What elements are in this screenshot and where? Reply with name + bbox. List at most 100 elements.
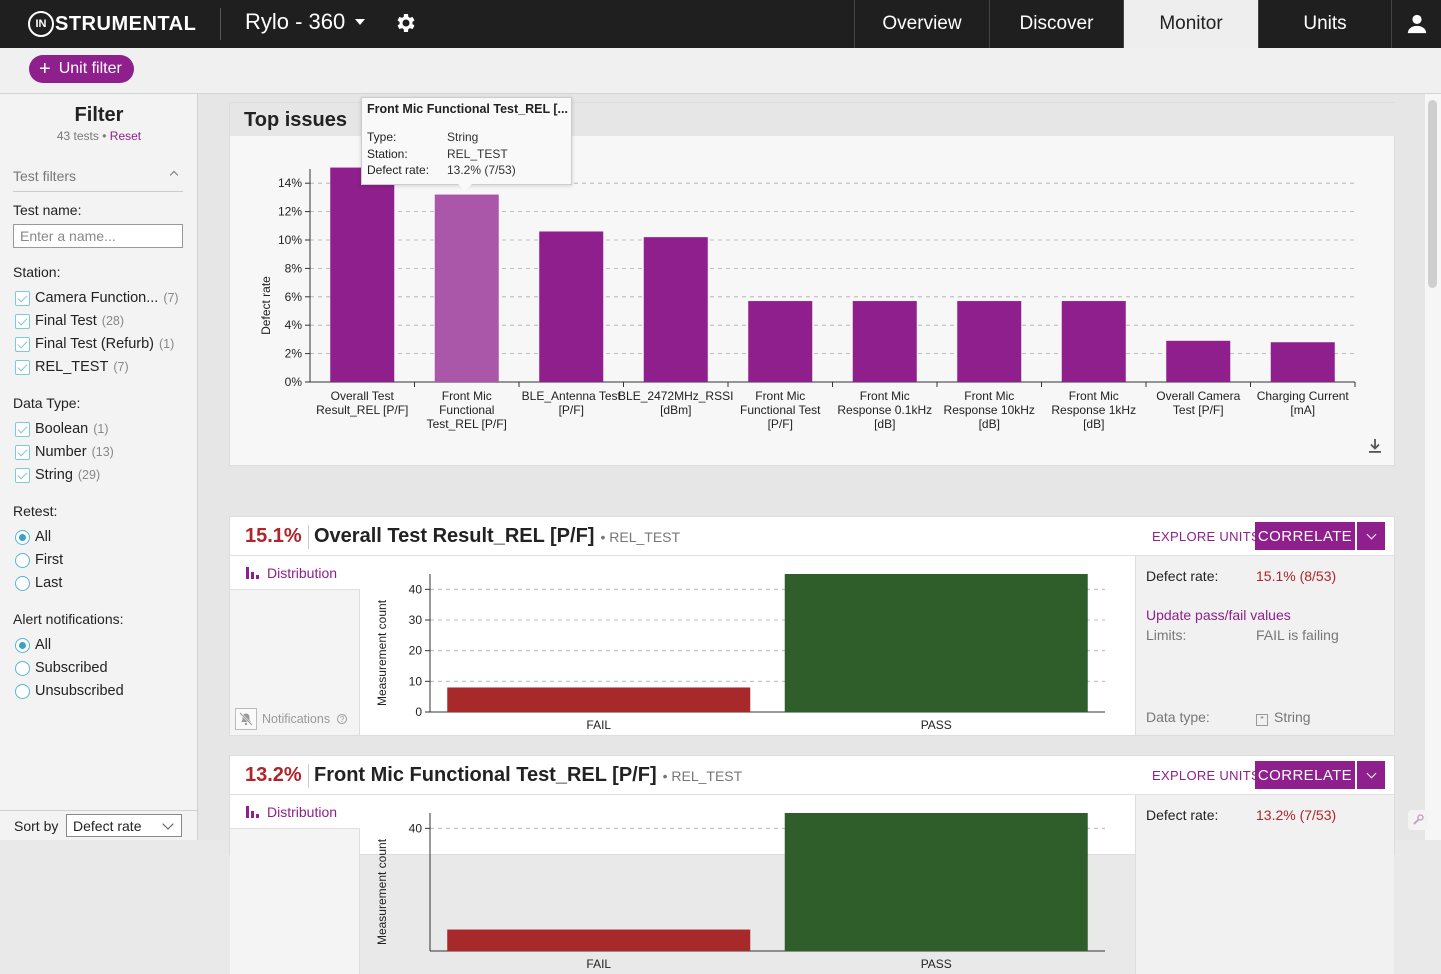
update-pass-fail-link[interactable]: Update pass/fail values — [1146, 607, 1291, 623]
data-type-option[interactable]: String (29) — [15, 467, 100, 483]
tooltip-key: Defect rate: — [367, 163, 430, 177]
y-tick-label: 20 — [409, 644, 423, 658]
issue-defect-rate: 13.2% — [245, 764, 302, 786]
radio-icon[interactable] — [15, 660, 30, 676]
distribution-chart: 0 10 20 30 40 Measurement count FAIL PASS — [375, 574, 1105, 732]
tests-count: 43 tests • Reset — [0, 129, 198, 143]
x-tick-label: [dB] — [874, 417, 895, 431]
distribution-tab[interactable]: Distribution — [230, 795, 360, 829]
x-tick-label: Overall Test — [331, 389, 395, 403]
issue-card: 15.1% Overall Test Result_REL [P/F] • REL… — [229, 516, 1395, 736]
radio-icon[interactable] — [15, 683, 30, 699]
test-filters-toggle[interactable]: Test filters — [13, 168, 183, 192]
tooltip-arrow — [458, 184, 472, 191]
option-label: First — [35, 552, 64, 568]
x-tick-label: [dBm] — [660, 403, 691, 417]
limits-value: FAIL is failing — [1256, 627, 1339, 643]
alerts-option-all[interactable]: All — [15, 637, 51, 653]
bar — [330, 167, 395, 382]
radio-selected-icon[interactable] — [15, 529, 30, 545]
issue-title[interactable]: Overall Test Result_REL [P/F] • REL_TEST — [314, 525, 680, 548]
retest-option-first[interactable]: First — [15, 552, 63, 568]
tab-overview[interactable]: Overview — [854, 0, 989, 48]
checkbox-checked-icon[interactable] — [15, 336, 30, 352]
checkbox-checked-icon[interactable] — [15, 467, 30, 483]
y-tick-label: 30 — [409, 613, 423, 627]
station-option[interactable]: Camera Function... (7) — [15, 290, 179, 306]
unit-filter-button[interactable]: + Unit filter — [29, 55, 134, 83]
y-tick-label: 0 — [415, 705, 422, 719]
bar — [1166, 340, 1231, 382]
sort-select[interactable]: Defect rate — [66, 814, 182, 837]
explore-units-button[interactable]: EXPLORE UNITS — [1152, 529, 1260, 544]
option-count: (7) — [163, 291, 179, 305]
bar — [784, 813, 1088, 951]
explore-units-button[interactable]: EXPLORE UNITS — [1152, 768, 1260, 783]
divider — [308, 525, 309, 549]
option-label: Camera Function... — [35, 290, 159, 306]
station-option[interactable]: Final Test (28) — [15, 313, 124, 329]
option-label: Final Test — [35, 313, 97, 329]
checkbox-checked-icon[interactable] — [15, 421, 30, 437]
x-tick-label: Front Mic — [755, 389, 805, 403]
distribution-tab[interactable]: Distribution — [230, 556, 360, 590]
correlate-button[interactable]: CORRELATE — [1255, 522, 1355, 550]
tab-units[interactable]: Units — [1258, 0, 1391, 48]
distribution-chart: 40 Measurement count FAIL PASS — [375, 813, 1105, 971]
scrollbar-thumb[interactable] — [1428, 100, 1437, 288]
help-icon[interactable]: ? — [337, 714, 348, 724]
test-name-label: Test name: — [13, 202, 82, 218]
checkbox-checked-icon[interactable] — [15, 313, 30, 329]
correlate-button[interactable]: CORRELATE — [1255, 761, 1355, 789]
option-count: (28) — [101, 314, 125, 328]
option-count: (1) — [159, 337, 175, 351]
issue-name[interactable]: Front Mic Functional Test_REL [P/F] — [314, 764, 657, 786]
bar-chart-icon — [246, 566, 259, 579]
checkbox-checked-icon[interactable] — [15, 290, 30, 306]
issue-name[interactable]: Overall Test Result_REL [P/F] — [314, 525, 595, 547]
option-label: REL_TEST — [35, 359, 109, 375]
gear-icon[interactable] — [394, 11, 418, 35]
download-icon[interactable] — [1368, 438, 1382, 454]
retest-option-all[interactable]: All — [15, 529, 51, 545]
station-option[interactable]: Final Test (Refurb) (1) — [15, 336, 174, 352]
radio-icon[interactable] — [15, 575, 30, 591]
x-tick-label: Front Mic — [860, 389, 910, 403]
data-type-option[interactable]: Boolean (1) — [15, 421, 109, 437]
alerts-option-subscribed[interactable]: Subscribed — [15, 660, 108, 676]
instrumental-logo[interactable]: IN STRUMENTAL — [28, 10, 196, 38]
wrench-icon[interactable] — [1408, 810, 1428, 830]
user-menu[interactable] — [1391, 0, 1441, 48]
data-type-option[interactable]: Number (13) — [15, 444, 114, 460]
option-label: String — [35, 467, 73, 483]
radio-icon[interactable] — [15, 552, 30, 568]
x-tick-label: Response 0.1kHz — [837, 403, 932, 417]
retest-option-last[interactable]: Last — [15, 575, 62, 591]
tab-monitor[interactable]: Monitor — [1123, 0, 1258, 48]
project-selector[interactable]: Rylo - 360 — [245, 9, 366, 35]
checkbox-checked-icon[interactable] — [15, 359, 30, 375]
radio-selected-icon[interactable] — [15, 637, 30, 653]
bar — [447, 929, 751, 951]
reset-link[interactable]: Reset — [109, 129, 142, 143]
checkbox-checked-icon[interactable] — [15, 444, 30, 460]
notifications-toggle[interactable]: Notifications ? — [235, 708, 348, 730]
correlate-dropdown-button[interactable] — [1357, 761, 1385, 789]
user-icon — [1407, 14, 1426, 34]
bell-off-icon[interactable] — [235, 708, 257, 730]
tab-discover[interactable]: Discover — [989, 0, 1123, 48]
issue-title[interactable]: Front Mic Functional Test_REL [P/F] • REL… — [314, 764, 742, 787]
test-name-input[interactable] — [13, 224, 183, 248]
station-option[interactable]: REL_TEST (7) — [15, 359, 129, 375]
x-tick-label: FAIL — [586, 718, 611, 732]
data-type-text: String — [1274, 709, 1311, 725]
bar — [852, 301, 917, 382]
notifications-label: Notifications — [262, 712, 331, 726]
issue-details-panel: Defect rate: 15.1% (8/53) Update pass/fa… — [1135, 556, 1394, 735]
correlate-dropdown-button[interactable] — [1357, 522, 1385, 550]
issue-header: 13.2% Front Mic Functional Test_REL [P/F… — [230, 756, 1394, 795]
top-issues-chart: 0% 2% 4% 6% 8% 10% 12% 14% Defect rate Overall Te… — [259, 167, 1356, 431]
alerts-option-unsubscribed[interactable]: Unsubscribed — [15, 683, 124, 699]
bullet-separator: • — [102, 129, 107, 143]
logo-text: STRUMENTAL — [55, 12, 197, 35]
